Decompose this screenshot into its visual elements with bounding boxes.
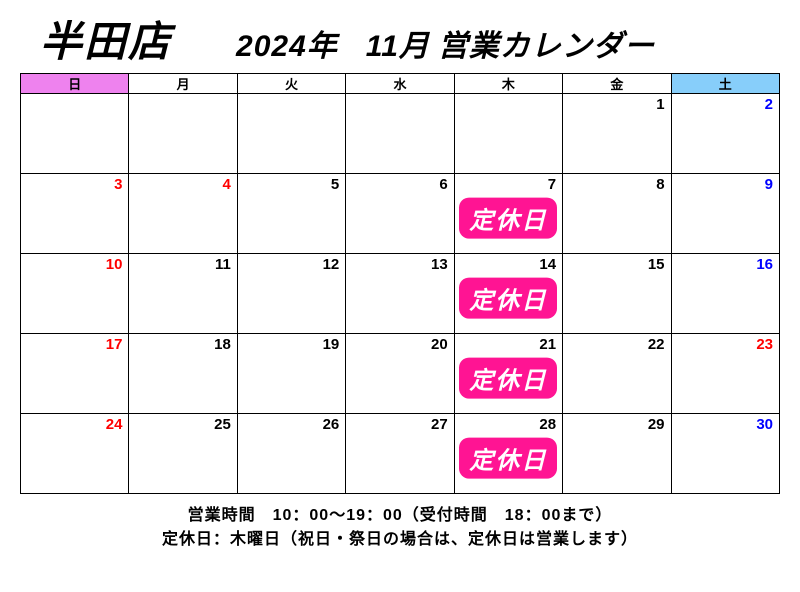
calendar-day-cell: 11 (129, 254, 237, 334)
calendar-day-cell: 10 (21, 254, 129, 334)
calendar-day-cell (237, 94, 345, 174)
day-number: 25 (214, 416, 231, 433)
footer-line-closed: 定休日：木曜日（祝日・祭日の場合は、定休日は営業します） (20, 528, 780, 552)
day-number: 6 (439, 176, 447, 193)
day-number: 4 (223, 176, 231, 193)
calendar-day-cell: 16 (671, 254, 779, 334)
day-number: 11 (215, 256, 231, 273)
year-label: 2024年 (236, 21, 338, 65)
day-number: 27 (431, 416, 448, 433)
day-number: 19 (323, 336, 340, 353)
calendar-day-cell: 12 (237, 254, 345, 334)
closed-tag: 定休日 (459, 197, 557, 238)
weekday-header-row: 日月火水木金土 (21, 74, 780, 94)
calendar-day-cell: 4 (129, 174, 237, 254)
weekday-header-cell: 火 (237, 74, 345, 94)
calendar-day-cell: 9 (671, 174, 779, 254)
closed-tag: 定休日 (459, 437, 557, 478)
calendar-day-cell: 23 (671, 334, 779, 414)
day-number: 13 (431, 256, 448, 273)
day-number: 14 (539, 256, 556, 273)
day-number: 9 (765, 176, 773, 193)
day-number: 7 (548, 176, 556, 193)
day-number: 24 (106, 416, 123, 433)
day-number: 26 (323, 416, 340, 433)
store-name: 半田店 (40, 8, 172, 69)
title-row: 半田店 2024年 11月 営業カレンダー (40, 8, 780, 69)
calendar-day-cell: 21 定休日 (454, 334, 562, 414)
calendar-day-cell: 7 定休日 (454, 174, 562, 254)
day-number: 3 (114, 176, 122, 193)
day-number: 20 (431, 336, 448, 353)
calendar-day-cell: 28 定休日 (454, 414, 562, 494)
calendar-day-cell: 17 (21, 334, 129, 414)
calendar-day-cell: 14 定休日 (454, 254, 562, 334)
calendar-day-cell: 25 (129, 414, 237, 494)
calendar-day-cell: 5 (237, 174, 345, 254)
weekday-header-cell: 水 (346, 74, 454, 94)
day-number: 23 (756, 336, 773, 353)
closed-tag: 定休日 (459, 277, 557, 318)
calendar-day-cell: 24 (21, 414, 129, 494)
day-number: 10 (106, 256, 123, 273)
day-number: 15 (648, 256, 665, 273)
calendar-day-cell (129, 94, 237, 174)
calendar-day-cell: 6 (346, 174, 454, 254)
calendar-day-cell (454, 94, 562, 174)
calendar-day-cell: 30 (671, 414, 779, 494)
day-number: 1 (656, 96, 664, 113)
day-number: 18 (214, 336, 231, 353)
calendar-day-cell: 1 (563, 94, 671, 174)
calendar-day-cell: 29 (563, 414, 671, 494)
calendar-week-row: 3 4 5 6 7 定休日 8 9 (21, 174, 780, 254)
calendar-day-cell: 13 (346, 254, 454, 334)
calendar-day-cell: 22 (563, 334, 671, 414)
day-number: 29 (648, 416, 665, 433)
day-number: 21 (539, 336, 556, 353)
calendar-day-cell: 3 (21, 174, 129, 254)
calendar-body: 1234567定休日891011121314定休日15161718192021定… (21, 94, 780, 494)
weekday-header-cell: 金 (563, 74, 671, 94)
day-number: 22 (648, 336, 665, 353)
day-number: 30 (756, 416, 773, 433)
day-number: 28 (539, 416, 556, 433)
calendar-day-cell: 2 (671, 94, 779, 174)
weekday-header-cell: 木 (454, 74, 562, 94)
weekday-header-cell: 月 (129, 74, 237, 94)
weekday-header-cell: 土 (671, 74, 779, 94)
day-number: 2 (765, 96, 773, 113)
calendar-table: 日月火水木金土 1234567定休日891011121314定休日1516171… (20, 73, 780, 494)
closed-tag: 定休日 (459, 357, 557, 398)
calendar-week-row: 12 (21, 94, 780, 174)
calendar-week-row: 24 25 26 27 28 定休日 29 30 (21, 414, 780, 494)
calendar-week-row: 10 11 12 13 14 定休日 15 16 (21, 254, 780, 334)
month-label: 11月 (366, 21, 430, 65)
weekday-header-cell: 日 (21, 74, 129, 94)
calendar-day-cell: 27 (346, 414, 454, 494)
calendar-day-cell (21, 94, 129, 174)
footer-line-hours: 営業時間 10：00～19：00（受付時間 18：00まで） (20, 504, 780, 528)
calendar-day-cell: 20 (346, 334, 454, 414)
calendar-day-cell: 19 (237, 334, 345, 414)
calendar-day-cell: 18 (129, 334, 237, 414)
calendar-day-cell: 15 (563, 254, 671, 334)
day-number: 5 (331, 176, 339, 193)
calendar-day-cell: 26 (237, 414, 345, 494)
calendar-label: 営業カレンダー (438, 21, 655, 65)
day-number: 16 (756, 256, 773, 273)
calendar-day-cell (346, 94, 454, 174)
day-number: 8 (656, 176, 664, 193)
calendar-day-cell: 8 (563, 174, 671, 254)
footer: 営業時間 10：00～19：00（受付時間 18：00まで） 定休日：木曜日（祝… (20, 504, 780, 552)
day-number: 12 (323, 256, 340, 273)
day-number: 17 (106, 336, 123, 353)
calendar-week-row: 17 18 19 20 21 定休日 22 23 (21, 334, 780, 414)
